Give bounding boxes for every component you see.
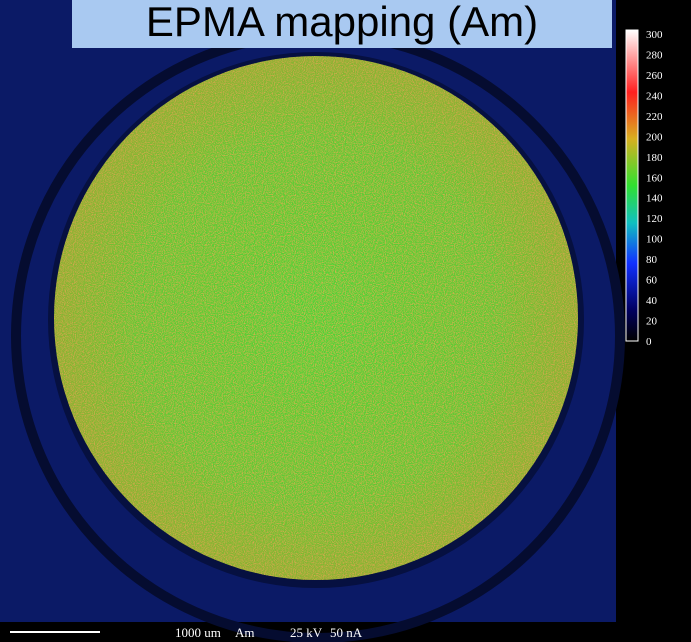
- colorbar-tick-label: 80: [646, 254, 658, 266]
- colorbar-tick-label: 300: [646, 29, 663, 41]
- colorbar-tick-label: 140: [646, 193, 663, 205]
- colorbar-tick-label: 180: [646, 152, 663, 164]
- scale-label: 1000 um: [175, 625, 221, 640]
- voltage-label: 25 kV: [290, 625, 323, 640]
- colorbar-ticks: 3002802602402202001801601401201008060402…: [646, 29, 663, 348]
- page: EPMA mapping (Am) 3002802602402202001801…: [0, 0, 691, 642]
- colorbar-tick-label: 100: [646, 234, 663, 246]
- epma-figure: EPMA mapping (Am) 3002802602402202001801…: [0, 0, 691, 642]
- colorbar: [626, 30, 638, 341]
- colorbar-tick-label: 0: [646, 336, 652, 348]
- colorbar-tick-label: 20: [646, 316, 658, 328]
- current-label: 50 nA: [330, 625, 363, 640]
- title: EPMA mapping (Am): [146, 0, 538, 45]
- colorbar-tick-label: 40: [646, 295, 658, 307]
- sample-disk: [54, 56, 578, 580]
- colorbar-tick-label: 200: [646, 131, 663, 143]
- colorbar-tick-label: 60: [646, 275, 658, 287]
- element-label: Am: [235, 625, 255, 640]
- colorbar-tick-label: 120: [646, 213, 663, 225]
- colorbar-tick-label: 220: [646, 111, 663, 123]
- colorbar-tick-label: 160: [646, 172, 663, 184]
- colorbar-tick-label: 240: [646, 90, 663, 102]
- colorbar-tick-label: 280: [646, 49, 663, 61]
- colorbar-tick-label: 260: [646, 70, 663, 82]
